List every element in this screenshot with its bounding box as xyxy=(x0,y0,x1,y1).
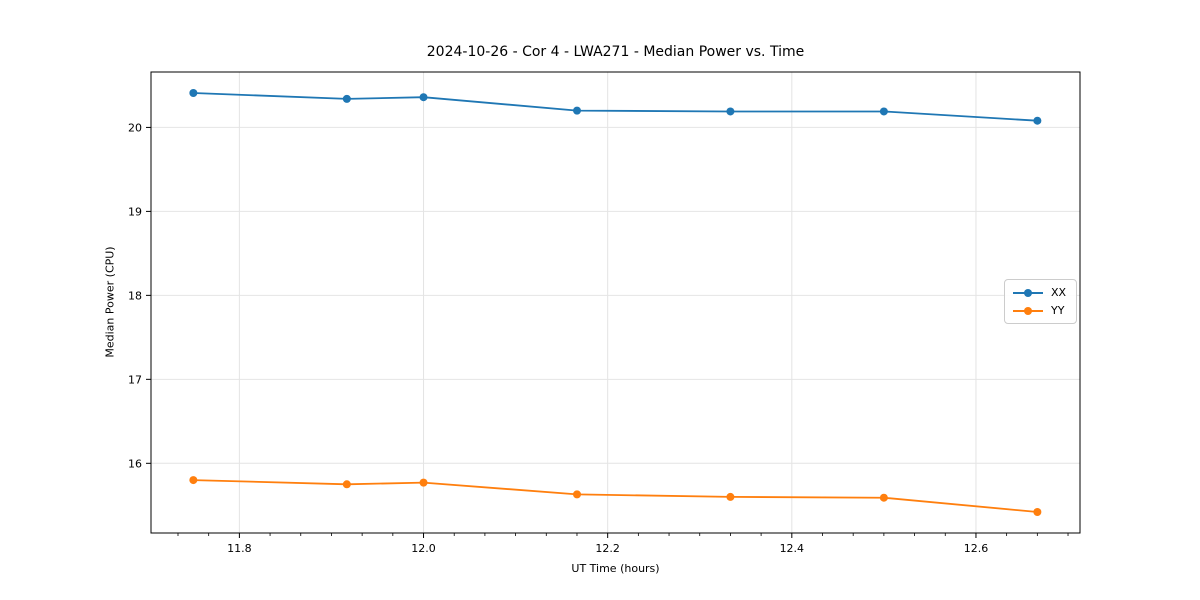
y-axis-label: Median Power (CPU) xyxy=(103,246,117,358)
data-point-xx xyxy=(419,93,428,102)
x-tick-label: 12.0 xyxy=(411,542,436,555)
y-tick-label: 19 xyxy=(128,205,142,218)
data-point-xx xyxy=(879,107,888,116)
data-point-yy xyxy=(879,493,888,502)
legend-item-xx: XX xyxy=(1013,286,1066,299)
legend-label-yy: YY xyxy=(1051,304,1065,317)
y-tick-label: 20 xyxy=(128,121,142,134)
legend-line-marker-icon xyxy=(1013,306,1043,316)
y-tick-label: 17 xyxy=(128,373,142,386)
chart-title: 2024-10-26 - Cor 4 - LWA271 - Median Pow… xyxy=(426,44,805,60)
legend-item-yy: YY xyxy=(1013,304,1066,317)
axes-spines xyxy=(150,71,1081,534)
legend-label-xx: XX xyxy=(1051,286,1067,299)
series-line-yy xyxy=(193,479,1038,513)
x-tick-label: 12.2 xyxy=(595,542,620,555)
data-point-xx xyxy=(189,88,198,97)
data-point-yy xyxy=(342,480,351,489)
data-point-xx xyxy=(726,107,735,116)
data-point-yy xyxy=(726,492,735,501)
data-point-xx xyxy=(573,106,582,115)
x-axis-label: UT Time (hours) xyxy=(571,562,660,575)
x-tick-label: 11.8 xyxy=(227,542,252,555)
series-line-xx xyxy=(193,92,1038,122)
x-tick-label: 12.6 xyxy=(964,542,989,555)
data-point-yy xyxy=(419,478,428,487)
data-point-xx xyxy=(1033,116,1042,125)
y-tick-label: 16 xyxy=(128,457,142,470)
y-tick-label: 18 xyxy=(128,289,142,302)
data-point-xx xyxy=(342,94,351,103)
legend: XX YY xyxy=(1004,279,1078,324)
legend-line-marker-icon xyxy=(1013,288,1043,298)
data-point-yy xyxy=(1033,508,1042,517)
x-tick-label: 12.4 xyxy=(780,542,805,555)
data-point-yy xyxy=(573,490,582,499)
data-point-yy xyxy=(189,476,198,485)
